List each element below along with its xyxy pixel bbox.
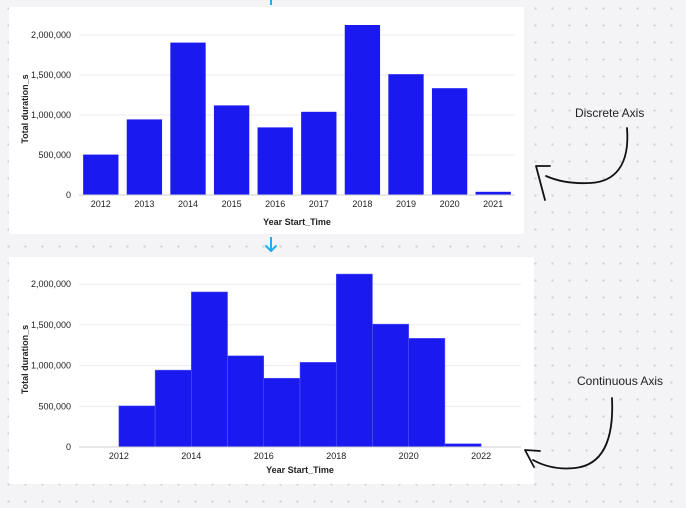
bin-2017 <box>299 362 337 448</box>
x-tick-label: 2022 <box>471 451 491 461</box>
bin-2019 <box>372 323 409 448</box>
discrete-axis-annotation: Discrete Axis <box>575 106 645 120</box>
bar-2017 <box>301 111 337 195</box>
x-tick-label: 2018 <box>352 199 372 209</box>
x-tick-label: 2017 <box>309 199 329 209</box>
bar-2015 <box>213 105 250 195</box>
x-tick-label: 2013 <box>134 199 154 209</box>
bar-2021 <box>475 191 511 195</box>
bin-2014 <box>191 291 228 448</box>
y-axis-title: Total duration_s <box>20 74 30 143</box>
bar-2018 <box>344 25 381 195</box>
y-tick-label: 1,500,000 <box>31 320 71 330</box>
x-tick-label: 2016 <box>265 199 285 209</box>
y-tick-label: 2,000,000 <box>31 30 71 40</box>
y-tick-label: 0 <box>66 442 71 452</box>
x-tick-label: 2019 <box>396 199 416 209</box>
y-tick-label: 1,500,000 <box>31 70 71 80</box>
discrete-axis-bar-chart: 0 500,000 1,000,000 1,500,000 2,000,000 Year … <box>20 25 515 227</box>
bar-2014 <box>170 42 206 195</box>
x-tick-label: 2014 <box>178 199 198 209</box>
bin-2020 <box>408 338 446 448</box>
x-tick-label: 2014 <box>181 451 201 461</box>
x-tick-label: 2012 <box>109 451 129 461</box>
bin-2012 <box>118 405 156 448</box>
continuous-axis-annotation: Continuous Axis <box>577 374 664 388</box>
bar-2013 <box>126 119 163 195</box>
y-tick-label: 0 <box>66 190 71 200</box>
discrete-axis-pointer-arrow <box>535 127 629 201</box>
continuous-axis-bar-chart: 0 500,000 1,000,000 1,500,000 2,000,000 Year … <box>20 273 521 475</box>
x-tick-label: 2020 <box>440 199 460 209</box>
x-tick-label: 2016 <box>254 451 274 461</box>
bar-2012 <box>83 154 119 195</box>
y-tick-label: 1,000,000 <box>31 110 71 120</box>
discrete-axis-chart-card: 0 500,000 1,000,000 1,500,000 2,000,000 Year … <box>9 7 524 234</box>
bin-2018 <box>335 273 373 448</box>
bar-2020 <box>431 88 468 195</box>
x-tick-label: 2020 <box>399 451 419 461</box>
x-tick-label: 2018 <box>326 451 346 461</box>
down-arrow-icon <box>265 237 277 252</box>
x-tick-label: 2015 <box>222 199 242 209</box>
bar-2016 <box>257 127 293 195</box>
bin-2016 <box>263 377 301 448</box>
y-axis-title: Total duration_s <box>20 325 30 394</box>
x-axis-title: Year Start_Time <box>263 217 331 227</box>
y-tick-label: 500,000 <box>38 150 71 160</box>
bar-2019 <box>388 74 424 195</box>
x-tick-label: 2012 <box>91 199 111 209</box>
continuous-axis-pointer-arrow <box>524 397 614 470</box>
bin-2015 <box>227 355 265 448</box>
y-tick-label: 500,000 <box>38 401 71 411</box>
x-tick-label: 2021 <box>483 199 503 209</box>
y-tick-label: 1,000,000 <box>31 361 71 371</box>
x-axis-title: Year Start_Time <box>266 465 334 475</box>
y-tick-label: 2,000,000 <box>31 279 71 289</box>
continuous-axis-chart-card: 0 500,000 1,000,000 1,500,000 2,000,000 Year … <box>9 257 534 484</box>
